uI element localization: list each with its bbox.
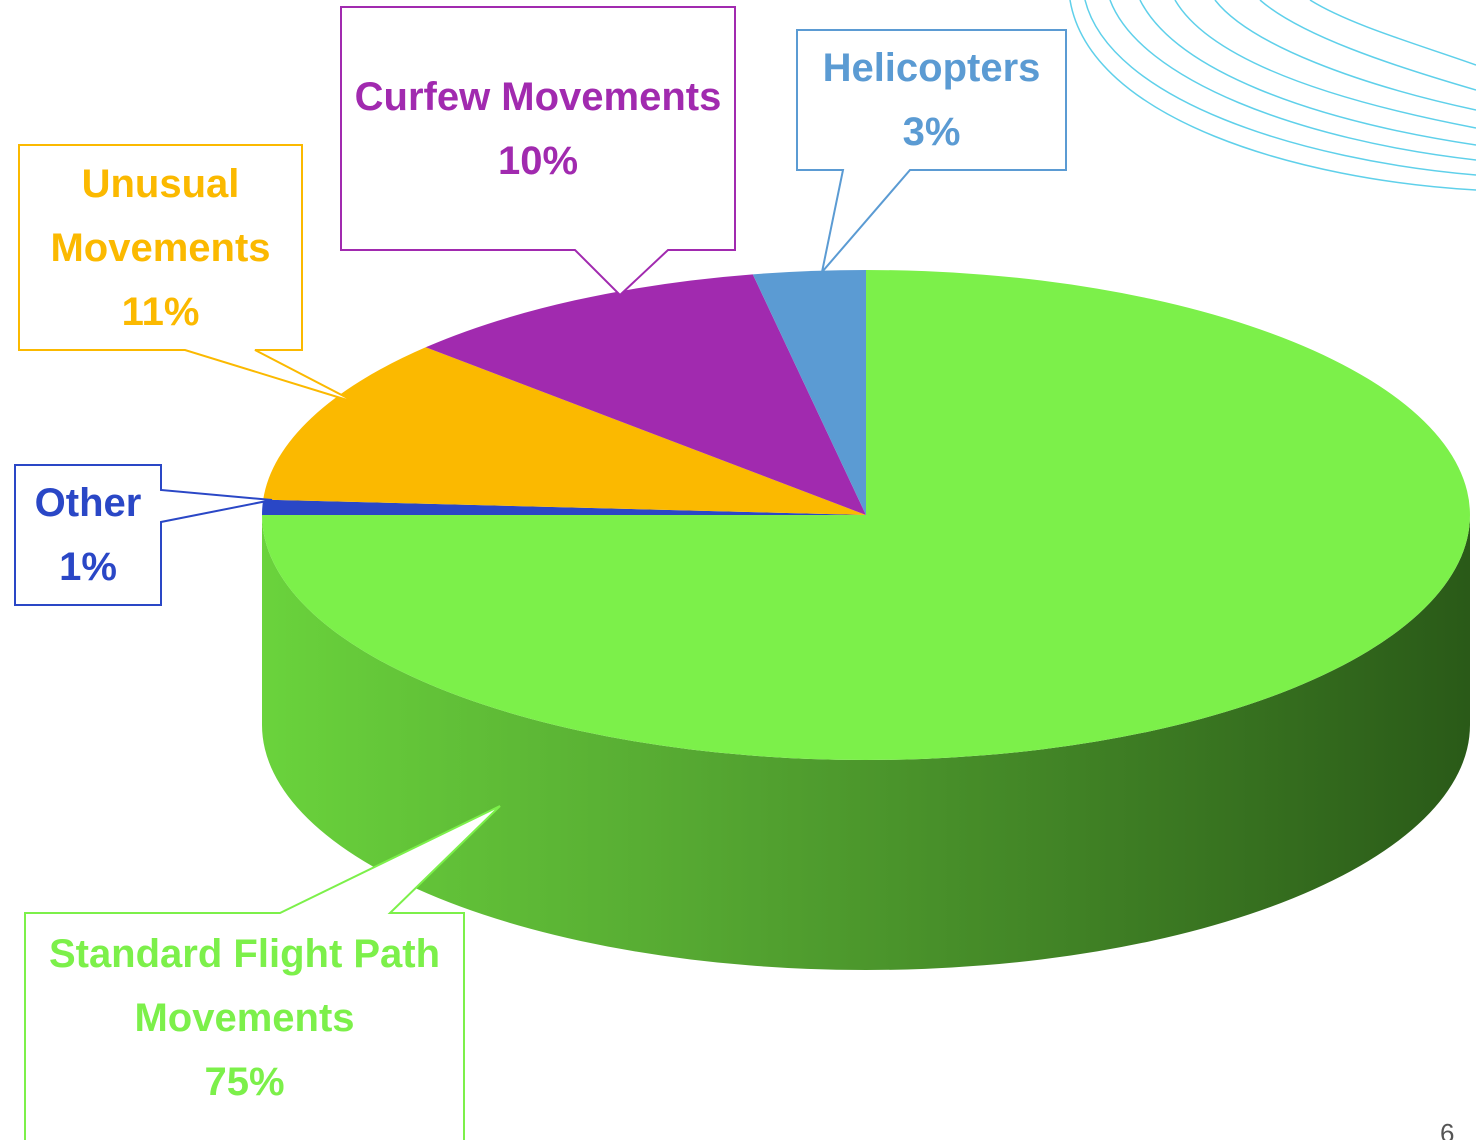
value-label: 11%: [19, 280, 302, 344]
page-number: 6: [1440, 1118, 1454, 1140]
category-label: Curfew Movements: [341, 65, 735, 129]
category-label: Helicopters: [797, 36, 1066, 100]
value-label: 75%: [25, 1050, 464, 1114]
value-label: 1%: [15, 535, 161, 599]
slide: 6 Standard Flight Path Movements75% Other…: [0, 0, 1476, 1140]
category-label: Other: [15, 471, 161, 535]
category-label: Unusual Movements: [19, 152, 302, 280]
value-label: 10%: [341, 129, 735, 193]
value-label: 3%: [797, 100, 1066, 164]
decoration: [1070, 0, 1476, 190]
category-label: Standard Flight Path Movements: [25, 922, 464, 1050]
pie: [262, 270, 1470, 970]
